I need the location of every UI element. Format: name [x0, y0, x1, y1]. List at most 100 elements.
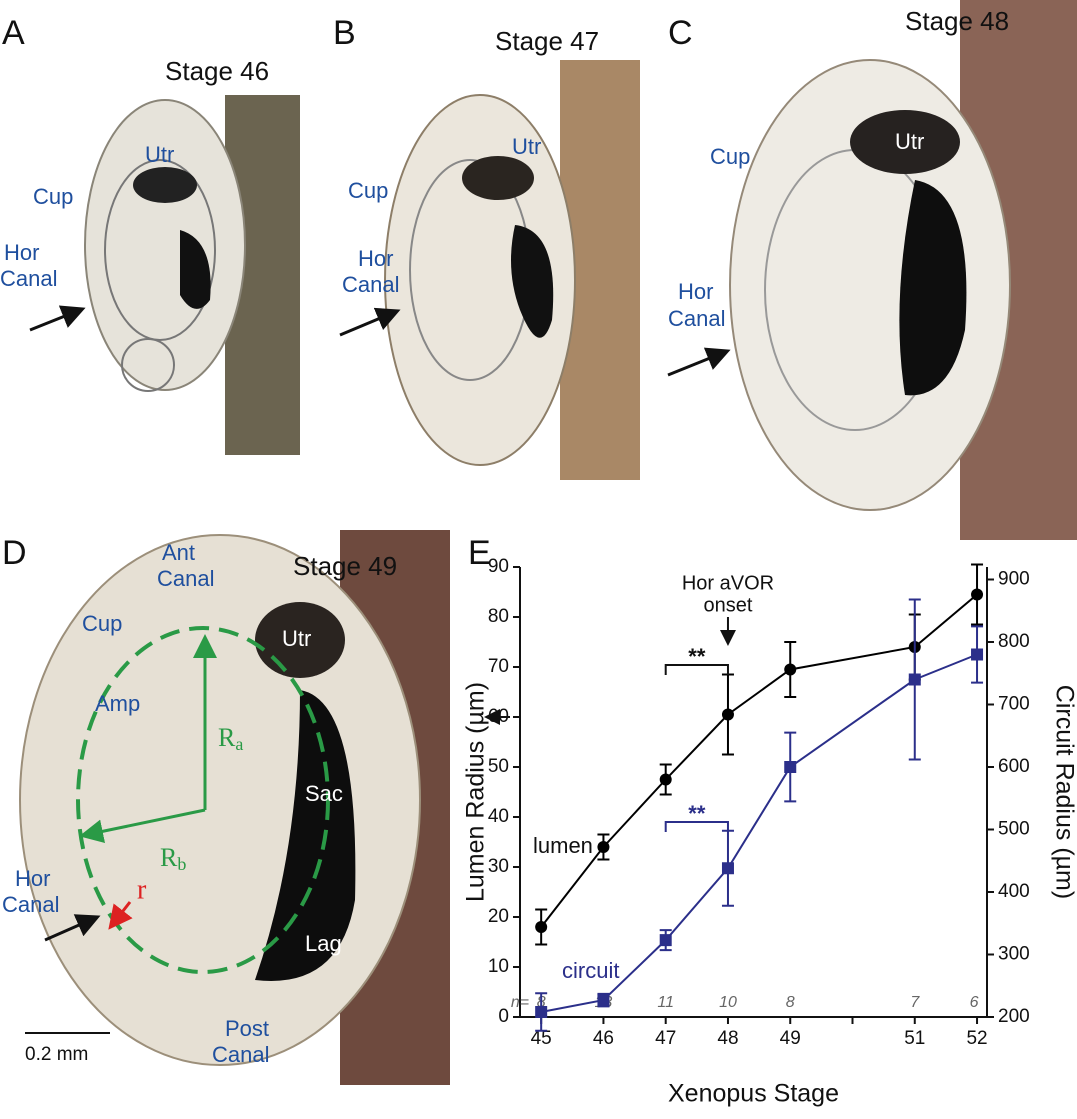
structure-label: Cup: [33, 184, 73, 209]
significance-label: **: [688, 801, 706, 826]
structure-label: Amp: [95, 691, 140, 716]
y2-tick-label: 400: [998, 881, 1030, 902]
significance-label: **: [688, 644, 706, 669]
structure-label: Canal: [212, 1042, 269, 1067]
structure-label: Cup: [348, 178, 388, 203]
data-point: [908, 673, 921, 686]
lumen-radius-label: r: [137, 874, 147, 905]
panel-letter: C: [668, 14, 693, 52]
x-tick-label: 51: [904, 1028, 925, 1049]
structure-label: Sac: [305, 781, 343, 806]
structure-label: Hor: [4, 240, 39, 265]
panel-e: E 01020304050607080902003004005006007008…: [462, 534, 1077, 1108]
structure-label: Utr: [282, 626, 311, 651]
n-label: 8: [786, 994, 795, 1011]
series-label: circuit: [562, 958, 619, 983]
panel-letter: A: [2, 14, 25, 52]
structure-label: Utr: [895, 129, 924, 154]
stage-label: Stage 48: [905, 6, 1009, 36]
data-point: [597, 841, 610, 853]
y-tick-label: 0: [498, 1006, 509, 1027]
data-point: [971, 588, 984, 601]
significance-bracket: [664, 821, 729, 832]
radius-symbol: R: [160, 843, 178, 872]
radius-a-label: Ra: [218, 723, 243, 754]
data-point: [721, 862, 734, 875]
y2-tick-label: 800: [998, 631, 1030, 652]
y2-tick-label: 200: [998, 1006, 1030, 1027]
y-tick-label: 20: [488, 906, 509, 927]
y-tick-label: 40: [488, 806, 509, 827]
y2-tick-label: 500: [998, 819, 1030, 840]
data-point: [784, 761, 797, 773]
x-axis-label: Xenopus Stage: [668, 1080, 839, 1108]
onset-annotation: Hor aVOR: [682, 572, 774, 594]
x-tick-label: 49: [780, 1028, 801, 1049]
data-point: [659, 934, 672, 947]
y-tick-label: 70: [488, 656, 509, 677]
x-tick-label: 48: [717, 1028, 738, 1049]
structure-label: Lag: [305, 931, 342, 956]
structure-label: Utr: [512, 134, 541, 159]
n-label: 6: [970, 994, 979, 1011]
structure-label: Canal: [668, 306, 725, 331]
onset-annotation: onset: [704, 594, 753, 616]
structure-label: Canal: [157, 566, 214, 591]
panel-a: A Stage 46 Utr Cup Hor Canal: [0, 14, 300, 455]
structure-label: Hor: [358, 246, 393, 271]
y-tick-label: 80: [488, 606, 509, 627]
scale-bar-label: 0.2 mm: [25, 1044, 88, 1065]
stage-label: Stage 46: [165, 56, 269, 86]
n-label: 7: [910, 994, 920, 1011]
data-point: [721, 708, 734, 721]
panel-d: D Stage 49 Ant Canal Cup Amp Utr Sac Lag…: [2, 530, 450, 1085]
radius-symbol: R: [218, 723, 236, 752]
panel-c: C Stage 48 Utr Cup Hor Canal: [667, 0, 1077, 540]
y2-tick-label: 700: [998, 694, 1030, 715]
x-tick-label: 52: [966, 1028, 987, 1049]
radius-b-label: Rb: [160, 843, 186, 874]
radius-subscript: b: [177, 854, 186, 874]
stage-label: Stage 49: [293, 551, 397, 581]
panel-b: B Stage 47 Utr Cup Hor Canal: [333, 14, 640, 480]
n-label: 11: [657, 994, 674, 1011]
structure-label: Ant: [162, 540, 195, 565]
n-label: 10: [719, 994, 737, 1011]
data-point: [535, 921, 548, 933]
n-prefix: n=: [511, 994, 529, 1011]
significance-bracket: [664, 664, 729, 675]
y2-tick-label: 900: [998, 569, 1030, 590]
structure-label: Canal: [0, 266, 57, 291]
panel-letter: E: [468, 534, 491, 572]
y-tick-label: 10: [488, 956, 509, 977]
structure-label: Canal: [342, 272, 399, 297]
y-tick-label: 50: [488, 756, 509, 777]
y-tick-label: 30: [488, 856, 509, 877]
series-label: lumen: [533, 833, 593, 858]
data-point: [535, 1006, 548, 1018]
y-axis-label: Lumen Radius (µm): [462, 682, 490, 902]
data-point: [971, 648, 984, 661]
y2-tick-label: 600: [998, 756, 1030, 777]
data-point: [597, 994, 610, 1007]
panel-letter: D: [2, 534, 27, 572]
y-tick-label: 90: [488, 556, 509, 577]
structure-label: Post: [225, 1016, 269, 1041]
structure-label: Canal: [2, 892, 59, 917]
structure-label: Hor: [15, 866, 50, 891]
panel-letter: B: [333, 14, 356, 52]
data-point: [784, 663, 797, 676]
structure-label: Hor: [678, 279, 713, 304]
x-tick-label: 46: [593, 1028, 614, 1049]
radius-subscript: a: [235, 734, 243, 754]
structure-label: Utr: [145, 142, 174, 167]
structure-label: Cup: [710, 144, 750, 169]
y2-axis-label: Circuit Radius (µm): [1050, 685, 1077, 899]
x-tick-label: 47: [655, 1028, 676, 1049]
x-tick-label: 45: [531, 1028, 552, 1049]
y2-tick-label: 300: [998, 944, 1030, 965]
structure-label: Cup: [82, 611, 122, 636]
stage-label: Stage 47: [495, 26, 599, 56]
data-point: [659, 773, 672, 786]
